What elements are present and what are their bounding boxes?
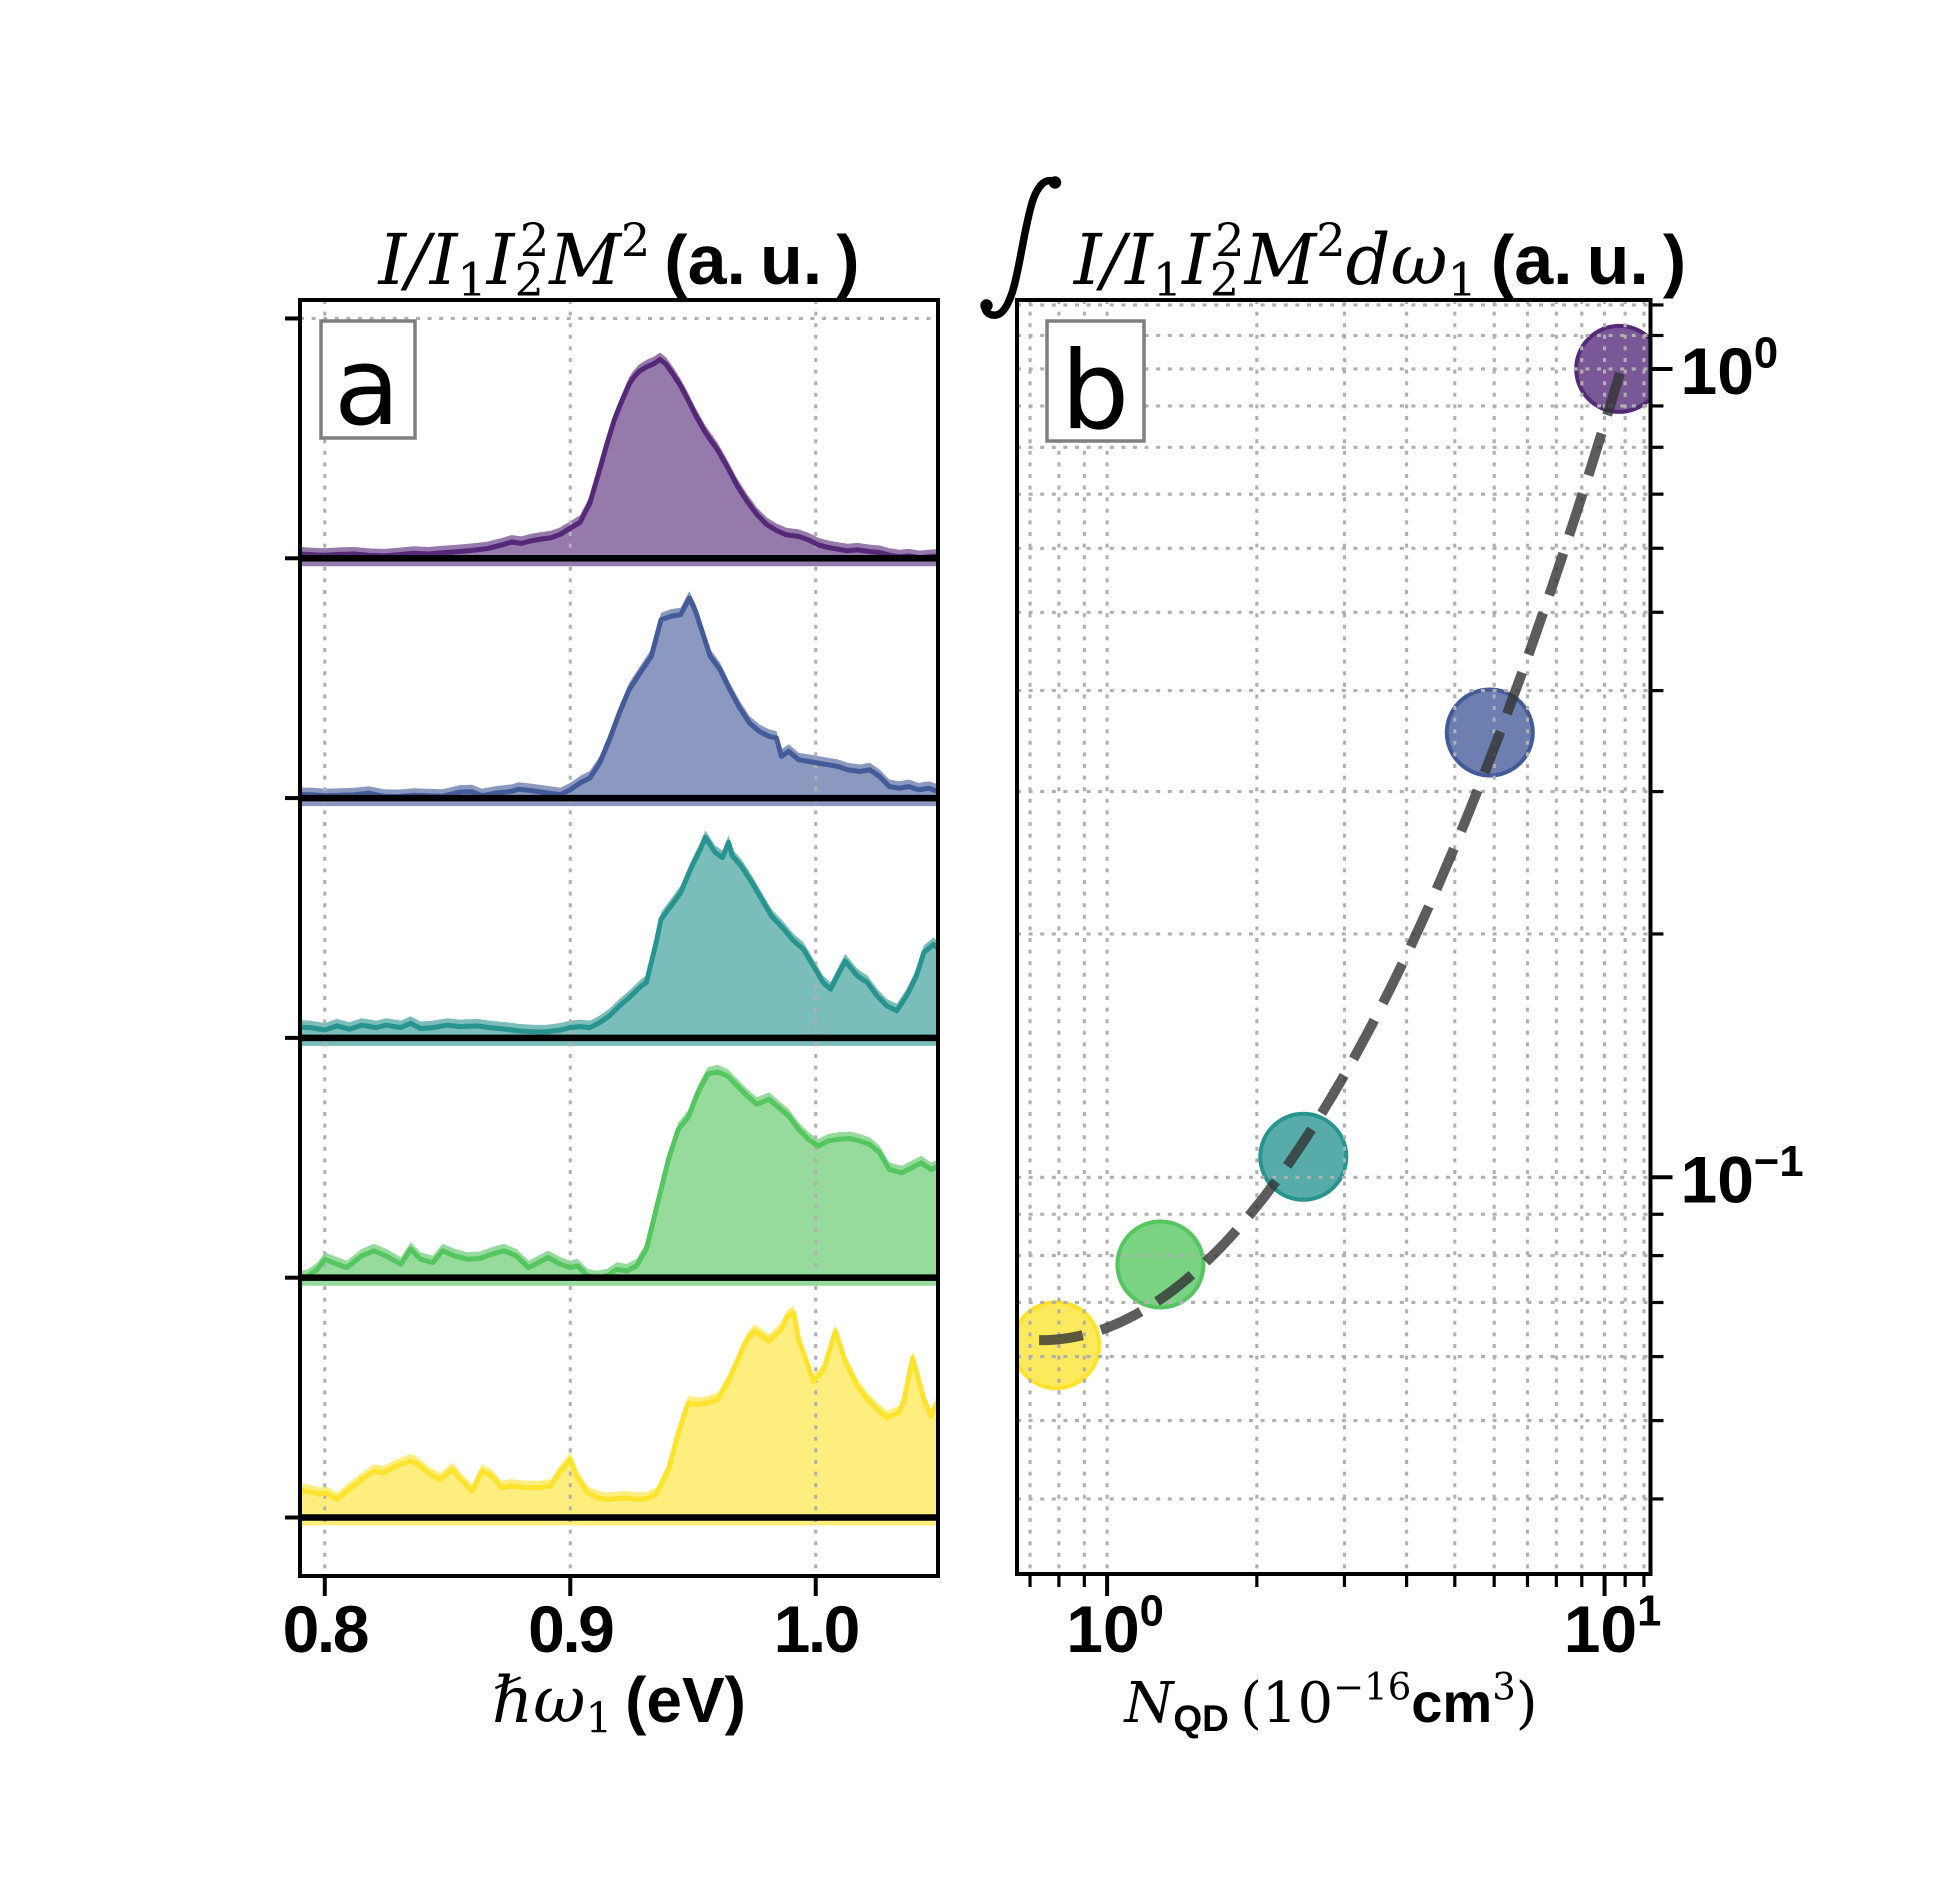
panel-a-xtick-label: 1.0 [774,1592,858,1666]
panel-b-xlabel: NQD (10−16cm3) [1122,1666,1537,1740]
panel-a-title: I/I1I22M2 (a. u. ) [376,213,859,307]
panel-a-xtick-label: 0.8 [283,1592,368,1666]
panel-b-title: I/I1I22M2dω1 (a. u. ) [1072,213,1686,307]
integral-glyph [980,176,1062,319]
integral-stroke [981,177,1058,319]
panel-a-frame [298,298,940,1578]
trace-fill-spectrum-n2 [300,1064,938,1286]
trace-line-spectrum-n2 [300,1069,938,1281]
scatter-point-N-2.48 [1258,1111,1349,1202]
panel-b-label: b [1061,329,1130,454]
trace-fill-spectrum-n3 [300,830,938,1046]
panel-b-label-box [1045,319,1146,443]
panel-b-xtick-label: 101 [1564,1588,1662,1666]
panel-a-plot-area [300,300,938,1576]
trace-fill-spectrum-n1 [300,1305,938,1526]
panel-b-plot-area [1017,300,1651,1574]
trace-fill-spectrum-n5 [300,352,938,567]
integral-ball-top [1048,176,1062,189]
trace-line-spectrum-n1 [300,1310,938,1502]
trace-line-spectrum-n5 [300,357,938,561]
fit-dashed-line [1039,354,1630,1346]
panel-a-xtick-label: 0.9 [528,1592,613,1666]
panel-a-xlabel: ℏω1 (eV) [492,1664,746,1743]
panel-b-frame [1015,298,1653,1576]
trace-line-spectrum-n3 [300,834,938,1035]
panel-b-ytick-label: 10−1 [1681,1138,1804,1216]
panel-a-label: a [334,325,400,450]
panel-b-xtick-label: 100 [1066,1588,1164,1666]
scatter-point-N-0.79 [1017,1300,1102,1391]
panel-a-label-box [319,319,417,440]
panel-b-ytick-label: 100 [1681,330,1779,408]
integral-ball-bottom [980,299,993,312]
